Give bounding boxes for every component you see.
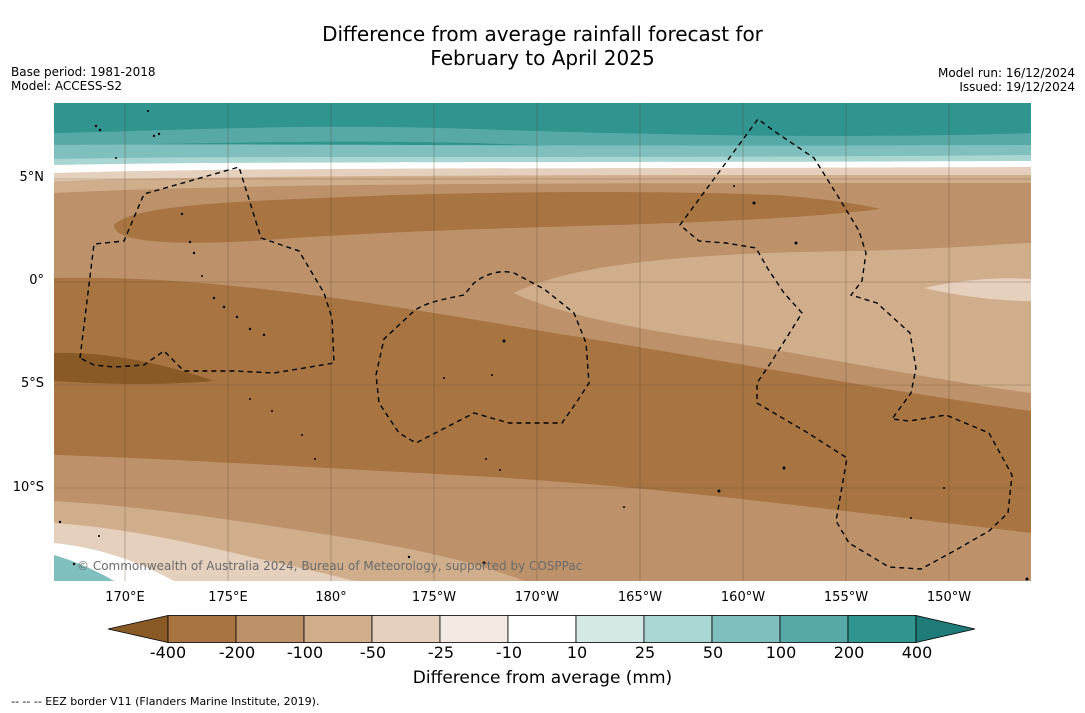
dry-band-central [54,277,1031,533]
dry-tongue-north [114,192,880,243]
colorbar-segment [847,615,917,643]
lon-label-180: 180° [315,590,347,605]
lighter-anomaly-east [924,278,1031,301]
colorbar-tick: -100 [286,643,324,662]
eez-borders [79,118,1013,570]
lon-label-175e: 175°E [208,590,248,605]
colorbar-label: Difference from average (mm) [412,668,673,688]
issued-date: Issued: 19/12/2024 [959,80,1075,94]
model-name: Model: ACCESS-S2 [11,79,123,93]
colorbar-tick: -400 [149,643,187,662]
wet-band-100 [54,126,1031,152]
eez-central [375,271,590,444]
colorbar-tick: -10 [495,643,523,662]
eez-west [79,166,335,374]
colorbar [108,615,976,643]
colorbar-segment [303,615,373,643]
light-anomaly-east [514,243,1031,393]
title-line-2: February to April 2025 [430,46,655,70]
gridlines [54,103,1031,581]
copyright-credit: © Commonwealth of Australia 2024, Bureau… [77,559,583,573]
dry-band-50 [54,175,1031,193]
metadata-right: Model run: 16/12/2024 Issued: 19/12/2024 [938,66,1075,94]
lon-label-165w: 165°W [617,590,663,605]
base-period: Base period: 1981-2018 [11,65,156,79]
very-dry-patch [54,352,214,384]
lon-label-155w: 155°W [823,590,869,605]
colorbar-segment [371,615,441,643]
lon-label-175w: 175°W [411,590,457,605]
title-line-1: Difference from average rainfall forecas… [322,22,763,46]
colorbar-tick: -50 [359,643,387,662]
eez-east [679,118,1013,570]
lon-label-170w: 170°W [514,590,560,605]
wet-corner-south [54,555,114,581]
lat-label-5n: 5°N [19,170,45,185]
colorbar-segment [575,615,645,643]
colorbar-extend-high [915,615,976,643]
colorbar-tick: -200 [218,643,256,662]
dry-band-25 [54,167,1031,183]
colorbar-segment [711,615,781,643]
colorbar-tick: 50 [702,643,724,662]
colorbar-segment [507,615,577,643]
colorbar-tick: 25 [634,643,656,662]
lat-label-5s: 5°S [20,376,44,391]
lon-label-170e: 170°E [105,590,145,605]
lon-label-160w: 160°W [720,590,766,605]
colorbar-segment [439,615,509,643]
neutral-band [54,161,1031,175]
colorbar-segment [235,615,305,643]
model-run: Model run: 16/12/2024 [937,66,1075,80]
colorbar-tick: 400 [901,643,933,662]
colorbar-tick: 100 [765,643,797,662]
colorbar-tick: 10 [566,643,588,662]
lon-label-150w: 150°W [926,590,972,605]
colorbar-tick: -25 [427,643,455,662]
map-title: Difference from average rainfall forecas… [0,22,1085,70]
islands [58,110,1029,581]
colorbar-extend-low [108,615,169,643]
rainfall-map [54,103,1031,581]
colorbar-segment [167,615,237,643]
colorbar-segment [643,615,713,643]
colorbar-tick: 200 [833,643,865,662]
lat-label-0: 0° [29,273,44,288]
colorbar-segment [779,615,849,643]
metadata-left: Base period: 1981-2018 Model: ACCESS-S2 [11,65,156,93]
wet-band-25 [54,155,1031,169]
eez-legend: -- -- -- EEZ border V11 (Flanders Marine… [11,695,320,708]
lat-label-10s: 10°S [12,480,44,495]
